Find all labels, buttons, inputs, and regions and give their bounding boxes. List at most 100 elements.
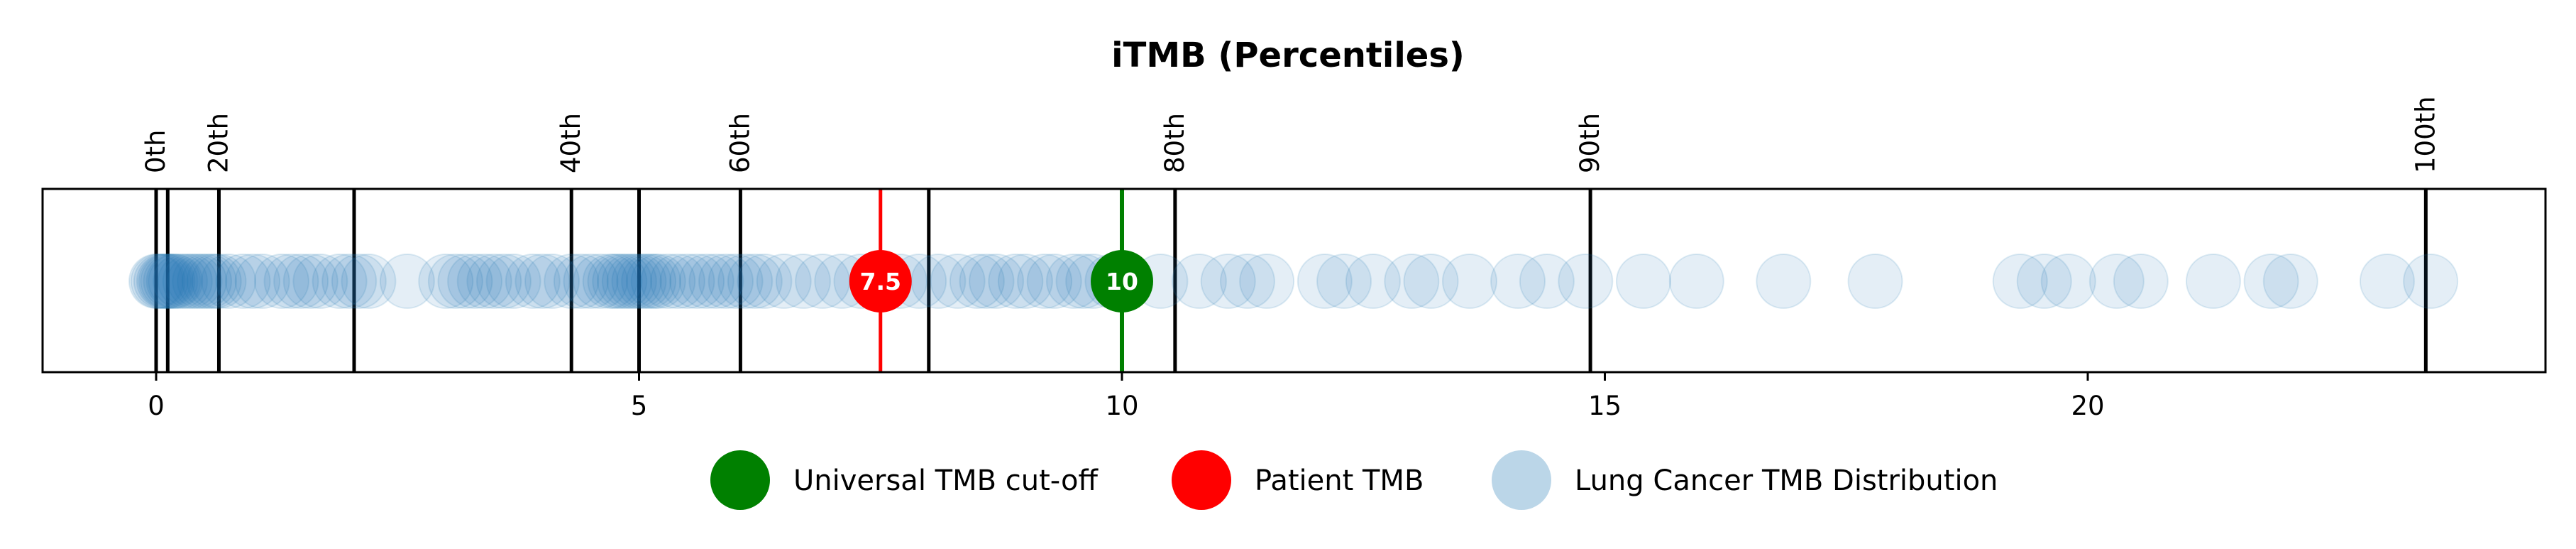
distribution-point — [949, 254, 1005, 309]
x-tick-label: 15 — [1588, 391, 1622, 421]
distribution-point — [544, 254, 600, 309]
distribution-point — [1316, 254, 1372, 309]
legend-marker — [710, 450, 770, 510]
distribution-points — [128, 254, 2459, 309]
distribution-point — [215, 254, 271, 309]
distribution-point — [1847, 254, 1903, 309]
distribution-point — [167, 254, 223, 309]
highlight-markers: 7.5 10 — [849, 250, 1153, 312]
x-tick-label: 20 — [2071, 391, 2104, 421]
distribution-point — [659, 254, 715, 309]
distribution-point — [148, 254, 204, 309]
distribution-point — [1297, 254, 1353, 309]
distribution-point — [341, 254, 397, 309]
distribution-point — [379, 254, 435, 309]
percentile-label: 80th — [1160, 113, 1190, 173]
x-axis: 0 5 10 15 20 — [148, 372, 2105, 421]
distribution-point — [1519, 254, 1575, 309]
distribution-point — [427, 254, 483, 309]
distribution-point — [485, 254, 541, 309]
distribution-point — [601, 254, 657, 309]
distribution-point — [225, 254, 281, 309]
distribution-point — [621, 254, 677, 309]
distribution-point — [969, 254, 1025, 309]
distribution-point — [143, 254, 199, 309]
patient-tmb-marker-label: 7.5 — [860, 268, 901, 295]
distribution-point — [136, 254, 192, 309]
distribution-point — [466, 254, 522, 309]
distribution-point — [138, 254, 194, 309]
distribution-point — [1219, 254, 1275, 309]
distribution-point — [669, 254, 725, 309]
distribution-point — [553, 254, 609, 309]
x-tick-label: 10 — [1105, 391, 1138, 421]
distribution-point — [1441, 254, 1497, 309]
distribution-point — [2403, 254, 2459, 309]
distribution-point — [1615, 254, 1671, 309]
distribution-point — [234, 254, 290, 309]
legend-label: Lung Cancer TMB Distribution — [1575, 464, 1998, 497]
distribution-point — [1756, 254, 1812, 309]
distribution-point — [930, 254, 986, 309]
distribution-point — [698, 254, 754, 309]
legend-marker — [1172, 450, 1231, 510]
distribution-point — [2040, 254, 2096, 309]
distribution-point — [1490, 254, 1546, 309]
distribution-point — [177, 254, 233, 309]
distribution-point — [312, 254, 368, 309]
distribution-point — [2262, 254, 2318, 309]
percentile-label: 60th — [725, 113, 755, 173]
distribution-point — [321, 254, 378, 309]
distribution-point — [157, 254, 213, 309]
distribution-point — [475, 254, 532, 309]
legend-marker — [1492, 450, 1551, 510]
distribution-point — [162, 254, 218, 309]
distribution-point — [1017, 254, 1073, 309]
distribution-point — [418, 254, 474, 309]
distribution-point — [128, 254, 184, 309]
distribution-point — [959, 254, 1015, 309]
percentile-label: 90th — [1575, 113, 1605, 173]
distribution-point — [775, 254, 831, 309]
distribution-point — [201, 254, 257, 309]
distribution-point — [145, 254, 202, 309]
distribution-point — [282, 254, 338, 309]
distribution-point — [756, 254, 812, 309]
distribution-point — [2113, 254, 2169, 309]
distribution-point — [573, 254, 629, 309]
percentile-label: 0th — [141, 130, 171, 174]
distribution-point — [514, 254, 571, 309]
patient-tmb-marker — [849, 250, 912, 312]
distribution-point — [186, 254, 242, 309]
distribution-point — [130, 254, 186, 309]
distribution-point — [616, 254, 672, 309]
plot-area-frame — [41, 187, 2547, 374]
distribution-point — [140, 254, 196, 309]
distribution-point — [592, 254, 648, 309]
distribution-point — [273, 254, 329, 309]
distribution-point — [181, 254, 237, 309]
distribution-point — [263, 254, 319, 309]
percentile-labels: 0th 20th 40th 60th 80th 90th 100th — [141, 96, 2440, 173]
distribution-point — [2359, 254, 2415, 309]
distribution-point — [640, 254, 696, 309]
percentile-label: 20th — [203, 113, 233, 173]
distribution-point — [606, 254, 662, 309]
distribution-point — [1026, 254, 1082, 309]
distribution-point — [331, 254, 387, 309]
percentile-lines — [154, 189, 2428, 372]
distribution-point — [563, 254, 619, 309]
distribution-point — [727, 254, 783, 309]
legend: Universal TMB cut-off Patient TMB Lung Can… — [710, 450, 1998, 510]
distribution-point — [1345, 254, 1401, 309]
cutoff-marker-label: 10 — [1106, 268, 1138, 295]
x-tick-label: 5 — [631, 391, 648, 421]
distribution-point — [1239, 254, 1295, 309]
percentile-label: 40th — [556, 113, 586, 173]
distribution-point — [630, 254, 686, 309]
x-tick-label: 0 — [148, 391, 165, 421]
distribution-point — [597, 254, 653, 309]
distribution-point — [688, 254, 744, 309]
distribution-point — [437, 254, 493, 309]
distribution-point — [737, 254, 793, 309]
